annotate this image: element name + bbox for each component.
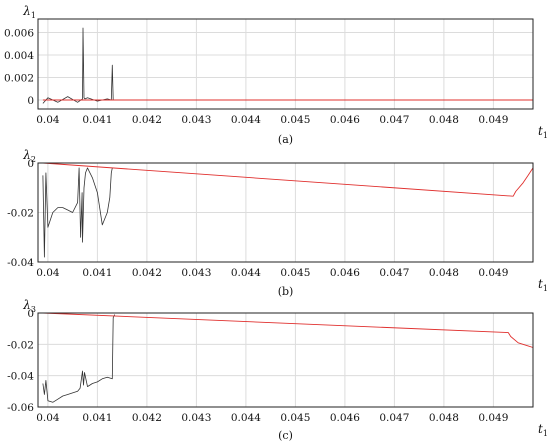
x-tick-label: 0.045 — [280, 114, 310, 126]
x-tick-label: 0.045 — [280, 267, 310, 279]
y-axis-label: λ1 — [22, 4, 36, 20]
panel-1: 0.04 0.041 0.042 0.043 0.044 0.045 0.046 0.047 0… — [4, 4, 548, 146]
x-tick-label: 0.049 — [478, 114, 508, 126]
y-tick-label: 0 — [27, 308, 34, 320]
x-tick-label: 0.041 — [82, 412, 112, 424]
x-tick-label: 0.04 — [36, 412, 60, 424]
y-tick-label: -0.04 — [7, 257, 34, 269]
x-tick-label: 0.042 — [132, 267, 162, 279]
x-axis-label-subscript: 1 — [543, 429, 548, 438]
y-axis-label-symbol: λ — [22, 298, 31, 312]
x-tick-label: 0.043 — [181, 412, 211, 424]
y-tick-label: -0.02 — [7, 208, 34, 220]
y-axis-label-subscript: 3 — [31, 305, 36, 314]
y-tick-label: 0.006 — [4, 28, 34, 40]
x-tick-label: 0.044 — [231, 412, 261, 424]
x-tick-label: 0.049 — [478, 267, 508, 279]
x-tick-label: 0.043 — [181, 114, 211, 126]
x-tick-label: 0.045 — [280, 412, 310, 424]
x-axis-label-symbol: t — [538, 422, 543, 436]
series-line-1 — [42, 167, 113, 258]
x-tick-label: 0.042 — [132, 114, 162, 126]
y-tick-label: -0.06 — [7, 402, 34, 414]
x-tick-label: 0.047 — [379, 412, 409, 424]
panel-2: 0.04 0.041 0.042 0.043 0.044 0.045 0.046 0.047 0… — [7, 148, 548, 298]
series-line-2 — [42, 312, 534, 348]
x-tick-label: 0.047 — [379, 114, 409, 126]
x-tick-label: 0.046 — [330, 267, 360, 279]
y-tick-label: 0 — [27, 158, 34, 170]
x-axis-label-subscript: 1 — [543, 131, 548, 140]
series-line-2 — [42, 162, 534, 197]
plot-frame — [37, 312, 534, 408]
y-tick-label: 0.002 — [4, 73, 34, 85]
y-tick-label: 0.004 — [4, 50, 34, 62]
panel-3: 0.04 0.041 0.042 0.043 0.044 0.045 0.046 0.047 0… — [7, 298, 548, 442]
y-axis-label-subscript: 1 — [31, 11, 36, 20]
panel-caption: (c) — [278, 429, 293, 442]
x-axis-label: t1 — [538, 124, 548, 140]
x-tick-label: 0.047 — [379, 267, 409, 279]
y-axis-label: λ3 — [22, 298, 36, 314]
x-tick-label: 0.044 — [231, 114, 261, 126]
x-tick-label: 0.048 — [429, 267, 459, 279]
x-tick-label: 0.043 — [181, 267, 211, 279]
x-axis-label: t1 — [538, 277, 548, 293]
y-tick-label: -0.04 — [7, 371, 34, 383]
y-tick-label: 0 — [27, 95, 34, 107]
series-line-1 — [42, 27, 533, 104]
x-tick-label: 0.049 — [478, 412, 508, 424]
y-axis-label-symbol: λ — [22, 4, 31, 18]
x-axis-label-symbol: t — [538, 124, 543, 138]
panel-caption: (b) — [278, 285, 294, 298]
x-tick-label: 0.041 — [82, 267, 112, 279]
x-tick-label: 0.046 — [330, 412, 360, 424]
y-axis-label-symbol: λ — [22, 148, 31, 162]
y-tick-label: -0.02 — [7, 339, 34, 351]
x-axis-label-subscript: 1 — [543, 284, 548, 293]
y-axis-label-subscript: 2 — [31, 155, 36, 164]
x-axis-label: t1 — [538, 422, 548, 438]
plot-frame — [37, 162, 534, 263]
panel-caption: (a) — [278, 133, 293, 146]
x-tick-label: 0.04 — [36, 114, 60, 126]
x-tick-label: 0.046 — [330, 114, 360, 126]
x-tick-label: 0.048 — [429, 114, 459, 126]
y-axis-label: λ2 — [22, 148, 36, 164]
x-tick-label: 0.048 — [429, 412, 459, 424]
series-line-1 — [42, 314, 116, 403]
x-tick-label: 0.04 — [36, 267, 60, 279]
x-tick-label: 0.041 — [82, 114, 112, 126]
x-tick-label: 0.042 — [132, 412, 162, 424]
x-tick-label: 0.044 — [231, 267, 261, 279]
plot-frame — [37, 18, 534, 110]
x-axis-label-symbol: t — [538, 277, 543, 291]
